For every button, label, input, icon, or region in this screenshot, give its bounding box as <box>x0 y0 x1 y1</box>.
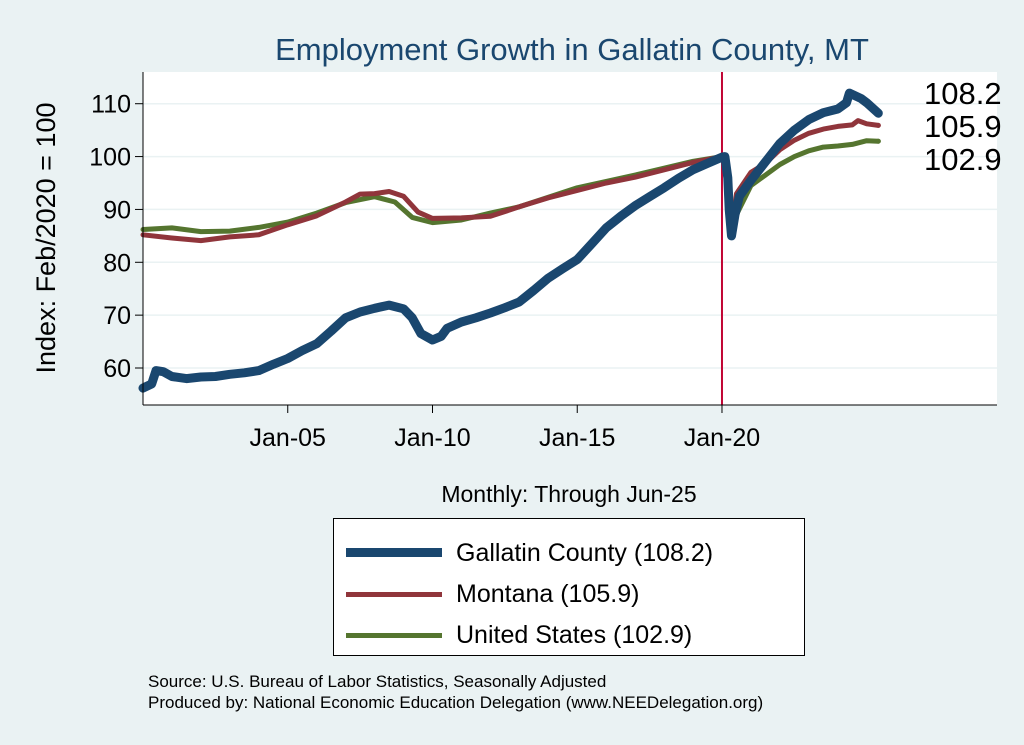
footer: Source: U.S. Bureau of Labor Statistics,… <box>148 671 763 713</box>
legend-item-montana: Montana (105.9) <box>334 574 804 614</box>
y-tick-label-90: 90 <box>103 196 131 224</box>
y-tick-label-70: 70 <box>103 302 131 330</box>
x-ticks: Jan-05 Jan-10 Jan-15 Jan-20 <box>250 405 760 452</box>
x-axis-label: Monthly: Through Jun-25 <box>441 481 696 507</box>
chart-title: Employment Growth in Gallatin County, MT <box>275 32 869 67</box>
series-endpoint-united-states <box>875 138 881 144</box>
legend-label-united-states: United States (102.9) <box>456 621 693 649</box>
end-label-united-states: 102.9 <box>924 142 1002 177</box>
end-label-montana: 105.9 <box>924 109 1002 144</box>
y-ticks: 60 70 80 90 100 110 <box>89 91 143 383</box>
x-tick-label-2: Jan-15 <box>539 424 615 452</box>
legend-swatch-united-states <box>346 633 442 638</box>
producer-note: Produced by: National Economic Education… <box>148 693 764 712</box>
legend: Gallatin County (108.2) Montana (105.9) … <box>333 518 805 656</box>
legend-label-gallatin: Gallatin County (108.2) <box>456 539 714 567</box>
y-tick-label-110: 110 <box>91 91 131 119</box>
series-layer <box>138 88 883 393</box>
end-label-gallatin-county: 108.2 <box>924 76 1002 111</box>
series-line-gallatin-county <box>138 88 883 393</box>
series-endpoint-montana <box>875 122 881 128</box>
x-tick-label-0: Jan-05 <box>250 424 326 452</box>
legend-item-united-states: United States (102.9) <box>334 615 804 655</box>
series-line-montana <box>140 118 881 244</box>
legend-swatch-gallatin <box>346 548 442 557</box>
legend-item-gallatin: Gallatin County (108.2) <box>334 533 804 573</box>
legend-label-montana: Montana (105.9) <box>456 580 640 608</box>
y-tick-label-60: 60 <box>103 355 131 383</box>
source-note: Source: U.S. Bureau of Labor Statistics,… <box>148 672 607 691</box>
y-axis-label: Index: Feb/2020 = 100 <box>31 103 61 374</box>
series-endpoint-gallatin-county <box>875 110 881 116</box>
legend-swatch-montana <box>346 592 442 597</box>
plot-area <box>143 72 997 405</box>
y-tick-label-80: 80 <box>103 249 131 277</box>
y-tick-label-100: 100 <box>89 144 131 172</box>
x-tick-label-3: Jan-20 <box>684 424 760 452</box>
x-tick-label-1: Jan-10 <box>394 424 470 452</box>
